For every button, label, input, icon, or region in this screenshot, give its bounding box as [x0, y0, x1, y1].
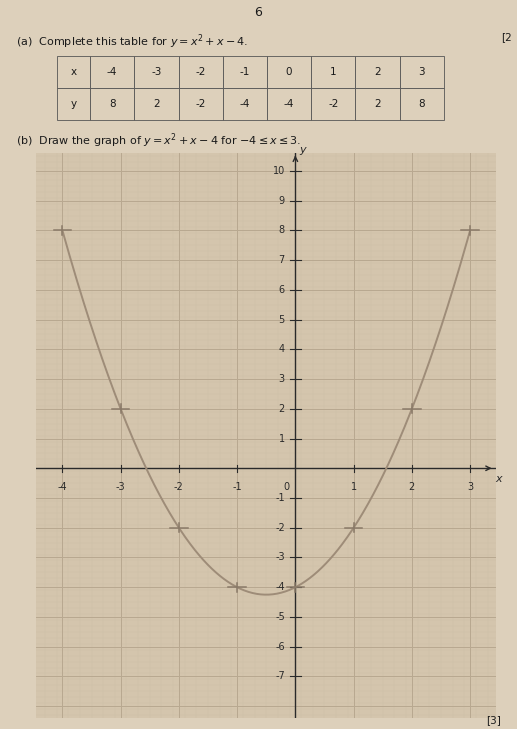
- Text: -3: -3: [275, 553, 285, 563]
- Text: 1: 1: [279, 434, 285, 443]
- Bar: [356, 88, 400, 120]
- Text: 3: 3: [467, 482, 473, 491]
- Text: 2: 2: [279, 404, 285, 414]
- Text: 2: 2: [409, 482, 415, 491]
- Text: 3: 3: [279, 374, 285, 384]
- Text: 2: 2: [374, 67, 381, 77]
- Bar: [267, 88, 311, 120]
- Text: -2: -2: [275, 523, 285, 533]
- Text: 6: 6: [279, 285, 285, 295]
- Text: 0: 0: [284, 482, 290, 491]
- Text: -4: -4: [107, 67, 117, 77]
- Bar: [311, 88, 356, 120]
- Text: [2: [2: [501, 32, 512, 42]
- Text: 2: 2: [153, 99, 160, 109]
- Text: 8: 8: [109, 99, 115, 109]
- Text: 9: 9: [279, 195, 285, 206]
- Bar: [178, 88, 223, 120]
- Text: 1: 1: [351, 482, 357, 491]
- Text: x: x: [496, 474, 503, 484]
- Text: -4: -4: [57, 482, 67, 491]
- Text: 7: 7: [279, 255, 285, 265]
- Text: -7: -7: [275, 671, 285, 682]
- Text: 6: 6: [254, 7, 263, 20]
- Bar: [400, 56, 444, 88]
- Text: -4: -4: [275, 582, 285, 592]
- Text: [3]: [3]: [486, 715, 501, 725]
- Bar: [223, 88, 267, 120]
- Text: -4: -4: [284, 99, 294, 109]
- Bar: [90, 88, 134, 120]
- Text: -3: -3: [151, 67, 162, 77]
- Text: -2: -2: [195, 99, 206, 109]
- Bar: [400, 88, 444, 120]
- Bar: [90, 56, 134, 88]
- Text: y: y: [70, 99, 77, 109]
- Text: 5: 5: [279, 315, 285, 324]
- Text: -1: -1: [240, 67, 250, 77]
- Text: -2: -2: [328, 99, 339, 109]
- Text: y: y: [299, 144, 306, 155]
- Bar: [134, 88, 178, 120]
- Bar: [57, 56, 90, 88]
- Text: 1: 1: [330, 67, 337, 77]
- Text: 10: 10: [272, 166, 285, 176]
- Bar: [267, 56, 311, 88]
- Bar: [311, 56, 356, 88]
- Text: 3: 3: [418, 67, 425, 77]
- Text: -4: -4: [240, 99, 250, 109]
- Text: 2: 2: [374, 99, 381, 109]
- Text: -2: -2: [174, 482, 184, 491]
- Text: -6: -6: [275, 642, 285, 652]
- Text: -1: -1: [275, 493, 285, 503]
- Text: (a)  Complete this table for $y = x^2 + x - 4$.: (a) Complete this table for $y = x^2 + x…: [16, 32, 248, 51]
- Bar: [134, 56, 178, 88]
- Text: x: x: [70, 67, 77, 77]
- Text: -2: -2: [195, 67, 206, 77]
- Text: 0: 0: [286, 67, 292, 77]
- Text: -5: -5: [275, 612, 285, 622]
- Bar: [356, 56, 400, 88]
- Text: 8: 8: [418, 99, 425, 109]
- Text: 4: 4: [279, 344, 285, 354]
- Text: -1: -1: [232, 482, 242, 491]
- Text: -3: -3: [116, 482, 126, 491]
- Bar: [57, 88, 90, 120]
- Bar: [178, 56, 223, 88]
- Bar: [223, 56, 267, 88]
- Text: (b)  Draw the graph of $y = x^2 + x - 4$ for $-4 \leq x \leq 3$.: (b) Draw the graph of $y = x^2 + x - 4$ …: [16, 131, 301, 150]
- Text: 8: 8: [279, 225, 285, 235]
